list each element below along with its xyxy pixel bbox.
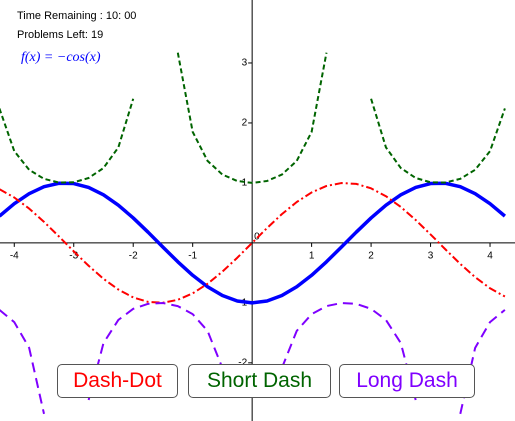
function-curve (0, 302, 506, 415)
x-tick-label: 2 (368, 251, 374, 262)
x-tick-label: 4 (487, 251, 493, 262)
dash-dot-button[interactable]: Dash-Dot (57, 364, 178, 398)
function-curve (0, 182, 506, 304)
y-tick-label: 1 (242, 178, 248, 189)
y-tick-label: -2 (238, 357, 247, 368)
x-tick-label: -3 (69, 251, 78, 262)
problems-left: Problems Left: 19 (17, 29, 104, 41)
time-remaining: Time Remaining : 10: 00 (17, 10, 137, 22)
x-tick-label: -1 (188, 251, 197, 262)
x-tick-label: 1 (309, 251, 315, 262)
short-dash-button[interactable]: Short Dash (188, 364, 331, 398)
function-curve (0, 181, 507, 305)
function-curve (0, 52, 506, 184)
x-tick-label: -4 (10, 251, 19, 262)
x-tick-label: -2 (129, 251, 138, 262)
x-tick-label: 3 (428, 251, 434, 262)
long-dash-button[interactable]: Long Dash (339, 364, 475, 398)
y-tick-label: 3 (242, 58, 248, 69)
function-label: f(x) = −cos(x) (21, 50, 101, 65)
y-tick-label: 2 (242, 118, 248, 129)
